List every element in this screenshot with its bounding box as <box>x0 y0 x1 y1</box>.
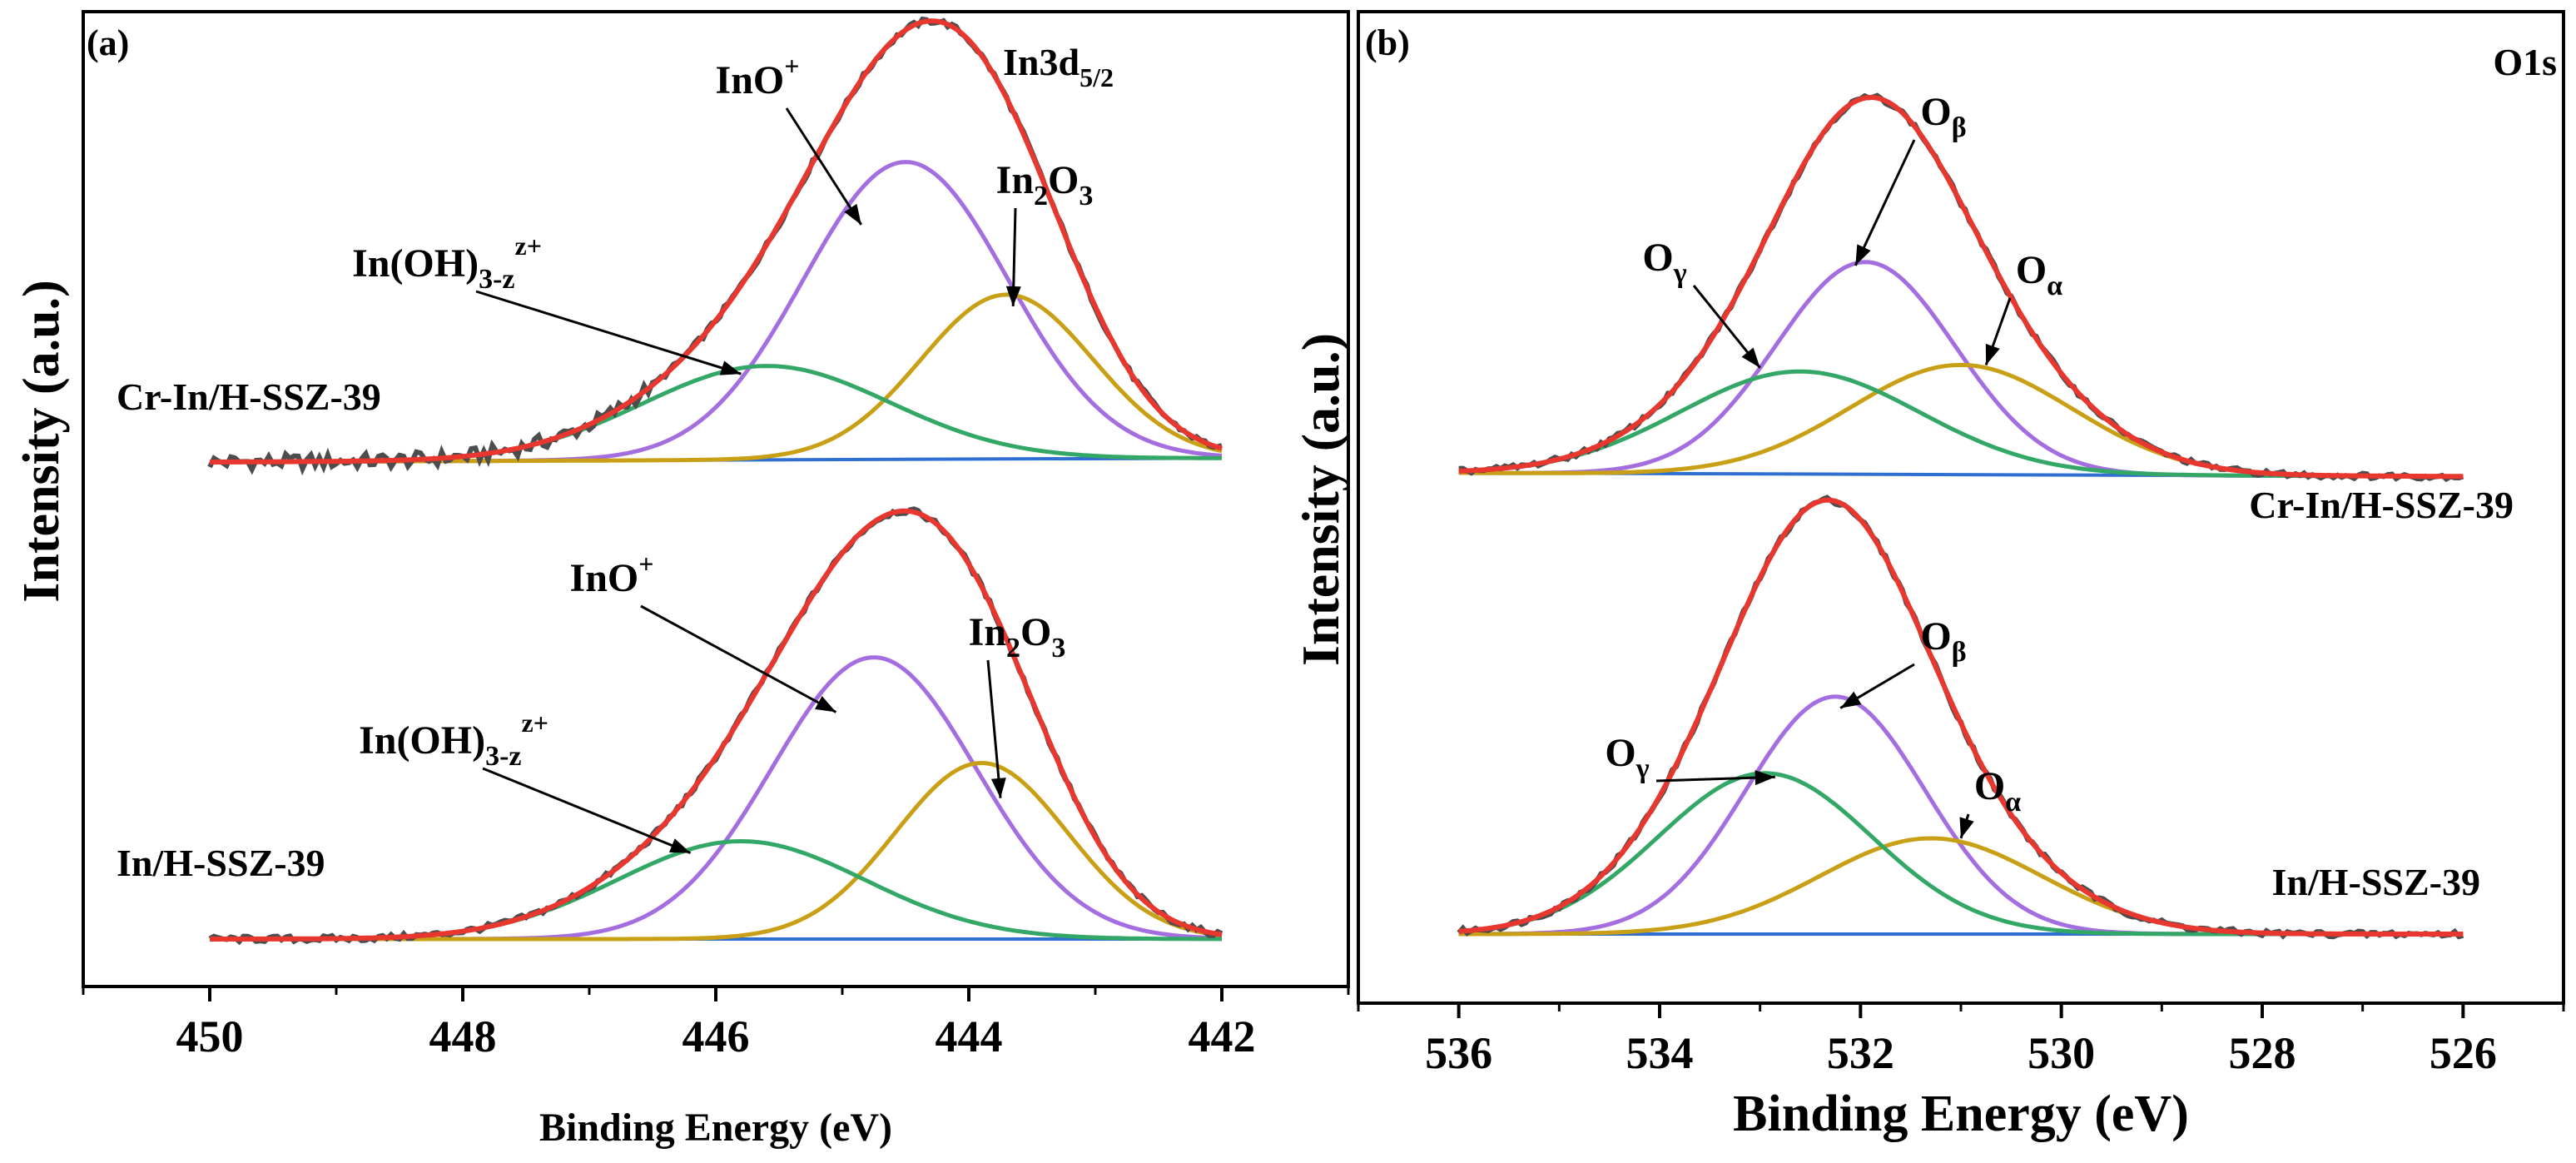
x-tick-label: 534 <box>1626 1028 1694 1078</box>
peak-arrow-head <box>668 838 691 853</box>
peak-arrow-head <box>815 696 836 713</box>
component-peak-inoh <box>1458 771 2464 937</box>
x-tick-label: 536 <box>1425 1028 1492 1078</box>
x-tick-label: 442 <box>1189 1011 1256 1061</box>
x-tick-label: 450 <box>176 1011 244 1061</box>
x-tick-label: 444 <box>936 1011 1003 1061</box>
peak-label: In(OH)3-zz+ <box>359 708 548 772</box>
peak-label: Oβ <box>1920 90 1966 143</box>
panel-title: In3d5/2 <box>1003 41 1114 92</box>
panel-label: (b) <box>1365 22 1410 63</box>
panel-a: 450 448 446 444 442 Binding Energy (eV) Intens… <box>13 10 1350 1150</box>
x-axis-label: Binding Energy (eV) <box>1733 1086 2189 1142</box>
peak-arrow <box>1854 139 1916 266</box>
peak-arrow <box>475 290 742 375</box>
sample-label: In/H-SSZ-39 <box>117 842 325 884</box>
x-tick-label: 532 <box>1827 1028 1894 1078</box>
fitted-envelope-line <box>210 18 1223 465</box>
x-axis-label: Binding Energy (eV) <box>539 1106 892 1150</box>
peak-arrow-head <box>1741 347 1760 368</box>
x-tick-label: 530 <box>2028 1028 2095 1078</box>
fitted-envelope-line <box>210 508 1223 942</box>
peak-arrow <box>640 604 837 713</box>
peak-arrow-head <box>1755 770 1775 786</box>
trace-cr-in-h-ssz-39: Cr-In/H-SSZ-39 Oβ Oα Oγ <box>1458 90 2514 526</box>
plot-frame <box>82 10 1350 988</box>
y-axis-label: Intensity (a.u.) <box>1291 333 1350 666</box>
component-peak-inoh <box>1458 369 2464 479</box>
peak-label: InO+ <box>570 549 654 600</box>
peak-arrow-head <box>1959 817 1974 838</box>
x-tick-label: 526 <box>2430 1028 2497 1078</box>
peak-label: Oγ <box>1605 731 1649 784</box>
peak-arrow <box>785 107 863 226</box>
peak-arrow-head <box>1005 286 1021 306</box>
fitted-envelope-line <box>1458 95 2464 480</box>
peak-arrow-head <box>990 778 1006 798</box>
trace-in-h-ssz-39: In/H-SSZ-39 InO+ In2O3 In(OH)3-zz+ <box>117 506 1223 946</box>
peak-arrow <box>482 767 692 854</box>
x-tick-label: 528 <box>2229 1028 2296 1078</box>
trace-cr-in-h-ssz-39: Cr-In/H-SSZ-39 InO+ In2O3 In(OH)3-zz+ <box>117 16 1223 476</box>
sample-label: Cr-In/H-SSZ-39 <box>2249 484 2514 526</box>
sample-label: Cr-In/H-SSZ-39 <box>117 375 381 418</box>
peak-label: In(OH)3-zz+ <box>352 231 542 295</box>
peak-arrow-head <box>1985 343 2000 365</box>
panel-title: O1s <box>2493 41 2557 83</box>
panel-b: 536 534 532 530 528 526 Binding Energy (eV) Int… <box>1291 10 2565 1142</box>
component-peak-in2o3 <box>1458 362 2464 479</box>
peak-label: Oγ <box>1642 236 1686 289</box>
peak-label: In2O3 <box>996 158 1094 211</box>
peak-arrow <box>986 659 1002 798</box>
peak-arrow-head <box>1840 691 1862 708</box>
peak-label: InO+ <box>716 51 800 102</box>
peak-arrow-head <box>1855 244 1871 266</box>
component-peak-inox <box>210 655 1223 942</box>
x-tick-label: 446 <box>682 1011 750 1061</box>
trace-in-h-ssz-39: In/H-SSZ-39 Oβ Oα Oγ <box>1457 495 2480 940</box>
peak-arrow-head <box>844 203 861 225</box>
x-tick-label: 448 <box>429 1011 497 1061</box>
peak-arrow-head <box>719 360 742 375</box>
fitted-envelope-line <box>1458 497 2464 937</box>
raw-data-line <box>1458 92 2464 483</box>
peak-label: Oβ <box>1920 614 1966 668</box>
peak-label: Oα <box>1974 764 2021 818</box>
peak-label: In2O3 <box>969 610 1066 664</box>
peak-label: Oα <box>2016 248 2062 301</box>
panel-label: (a) <box>87 22 129 63</box>
sample-label: In/H-SSZ-39 <box>2271 861 2480 903</box>
y-axis-label: Intensity (a.u.) <box>13 280 70 603</box>
